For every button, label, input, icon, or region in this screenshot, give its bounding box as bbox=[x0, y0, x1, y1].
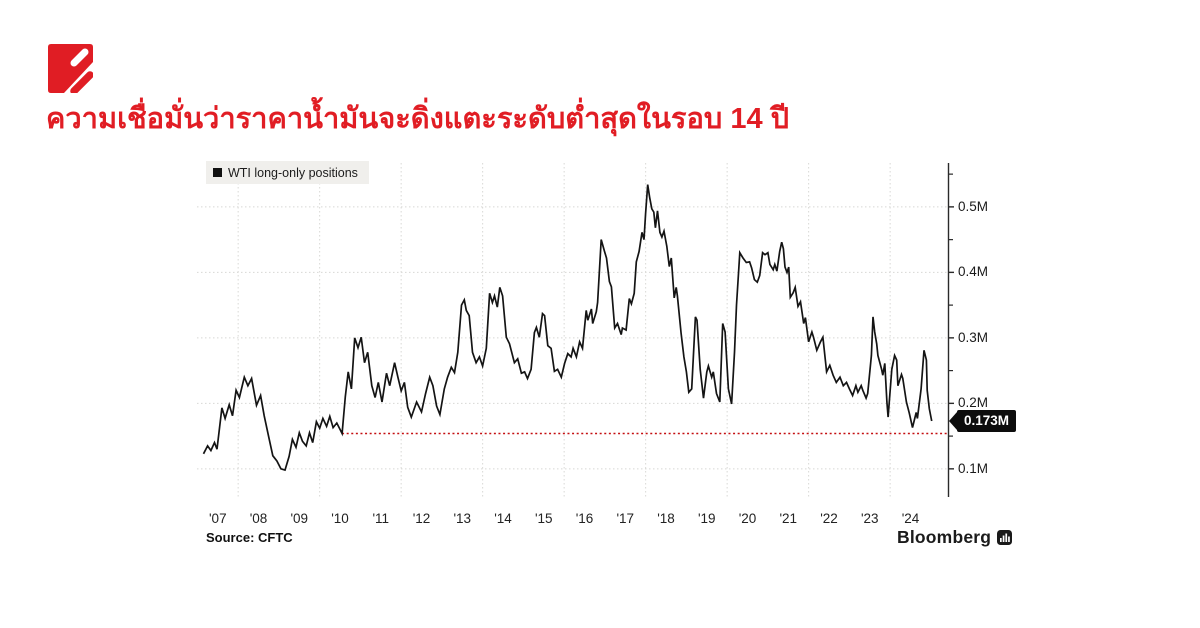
x-tick-label: '19 bbox=[697, 511, 716, 526]
x-tick-label: '20 bbox=[738, 511, 757, 526]
source-credit: Source: CFTC bbox=[206, 530, 293, 545]
y-tick-label: 0.1M bbox=[958, 460, 989, 476]
x-tick-label: '10 bbox=[331, 511, 349, 526]
bloomberg-wordmark: Bloomberg bbox=[897, 527, 992, 547]
x-tick-label: '23 bbox=[860, 511, 879, 526]
y-tick-label: 0.2M bbox=[958, 395, 989, 411]
y-tick-label: 0.4M bbox=[958, 264, 989, 280]
legend-label: WTI long-only positions bbox=[228, 165, 358, 180]
y-tick-label: 0.5M bbox=[958, 198, 989, 214]
last-value-label: 0.173M bbox=[964, 413, 1010, 429]
logo-white-slash bbox=[70, 48, 89, 67]
x-tick-label: '18 bbox=[657, 511, 675, 526]
chart-legend: WTI long-only positions bbox=[206, 161, 369, 184]
x-tick-label: '21 bbox=[779, 511, 798, 526]
x-tick-label: '15 bbox=[534, 511, 553, 526]
x-tick-label: '24 bbox=[901, 511, 920, 526]
bloomberg-credit: Bloomberg bbox=[897, 527, 1013, 548]
wti-long-only-series-line bbox=[202, 184, 933, 472]
x-tick-label: '09 bbox=[290, 511, 309, 526]
x-tick-label: '22 bbox=[820, 511, 838, 526]
x-tick-label: '11 bbox=[372, 511, 390, 526]
x-tick-label: '13 bbox=[453, 511, 472, 526]
x-tick-label: '17 bbox=[616, 511, 635, 526]
x-tick-label: '07 bbox=[208, 511, 227, 526]
x-tick-label: '08 bbox=[249, 511, 268, 526]
brand-logo bbox=[48, 44, 93, 93]
x-tick-label: '12 bbox=[412, 511, 431, 526]
page-title: ความเชื่อมั่นว่าราคาน้ำมันจะดิ่งแตะระดับ… bbox=[46, 103, 790, 135]
x-tick-label: '16 bbox=[575, 511, 594, 526]
legend-swatch-icon bbox=[213, 168, 222, 177]
bloomberg-chart-icon bbox=[997, 530, 1013, 545]
x-tick-label: '14 bbox=[494, 511, 512, 526]
logo-red-slash bbox=[70, 71, 93, 93]
y-tick-label: 0.3M bbox=[958, 329, 989, 345]
last-value-callout: 0.173M bbox=[957, 410, 1017, 433]
